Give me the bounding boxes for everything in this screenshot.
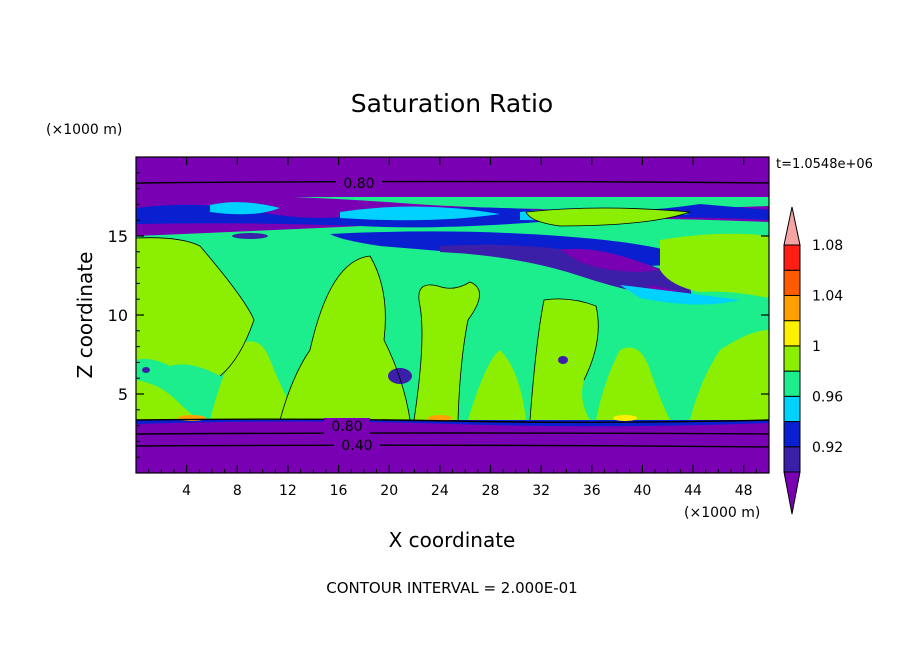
colorbar-tick-label: 1 xyxy=(812,339,821,355)
x-tick-label: 8 xyxy=(233,483,242,499)
colorbar-tick-label: 1.04 xyxy=(812,288,843,304)
x-tick-label: 28 xyxy=(482,483,500,499)
x-tick-label: 24 xyxy=(431,483,449,499)
x-tick-label: 48 xyxy=(735,483,753,499)
colorbar-tick-label: 0.96 xyxy=(812,389,843,405)
x-axis-label: X coordinate xyxy=(389,528,516,552)
colorbar-swatch xyxy=(783,269,801,296)
colorbar-swatch xyxy=(783,446,801,473)
x-tick-label: 20 xyxy=(380,483,398,499)
x-tick-label: 44 xyxy=(684,483,702,499)
x-tick-label: 40 xyxy=(633,483,651,499)
colorbar-tick-label: 0.92 xyxy=(812,440,843,456)
y-tick-label: 5 xyxy=(118,385,128,404)
time-label: t=1.0548e+06 xyxy=(776,157,873,172)
colorbar: 0.92 0.96 1 1.04 1.08 xyxy=(783,206,843,515)
contour-lines xyxy=(136,180,769,448)
saturation-field xyxy=(136,157,769,473)
contour-labels: 0.80 0.80 0.40 xyxy=(324,174,382,454)
y-unit-label: (×1000 m) xyxy=(46,122,122,138)
y-tick-label: 10 xyxy=(108,306,128,325)
contour-label: 0.80 xyxy=(331,419,362,435)
x-tick-label: 12 xyxy=(279,483,297,499)
x-tick-label: 16 xyxy=(330,483,348,499)
colorbar-swatch xyxy=(783,320,801,347)
colorbar-swatch xyxy=(783,345,801,372)
colorbar-tick-label: 1.08 xyxy=(812,238,843,254)
contour-interval-footer: CONTOUR INTERVAL = 2.000E-01 xyxy=(326,579,577,597)
colorbar-swatch xyxy=(783,471,801,515)
y-axis-label: Z coordinate xyxy=(73,252,97,379)
x-unit-label: (×1000 m) xyxy=(684,505,760,521)
x-axis: 4 8 12 16 20 24 28 32 36 40 44 48 xyxy=(148,157,757,499)
chart-title: Saturation Ratio xyxy=(351,89,553,118)
x-tick-label: 4 xyxy=(182,483,191,499)
x-tick-label: 36 xyxy=(583,483,601,499)
colorbar-swatch xyxy=(783,395,801,423)
colorbar-swatch xyxy=(783,370,801,397)
x-tick-label: 32 xyxy=(532,483,550,499)
colorbar-swatch xyxy=(783,206,801,246)
colorbar-swatch xyxy=(783,294,801,322)
colorbar-swatch xyxy=(783,421,801,448)
y-tick-label: 15 xyxy=(108,227,128,246)
contour-label: 0.40 xyxy=(341,438,372,454)
contour-label: 0.80 xyxy=(343,176,374,192)
y-axis: 5 10 15 xyxy=(108,172,769,458)
colorbar-swatch xyxy=(783,244,801,271)
